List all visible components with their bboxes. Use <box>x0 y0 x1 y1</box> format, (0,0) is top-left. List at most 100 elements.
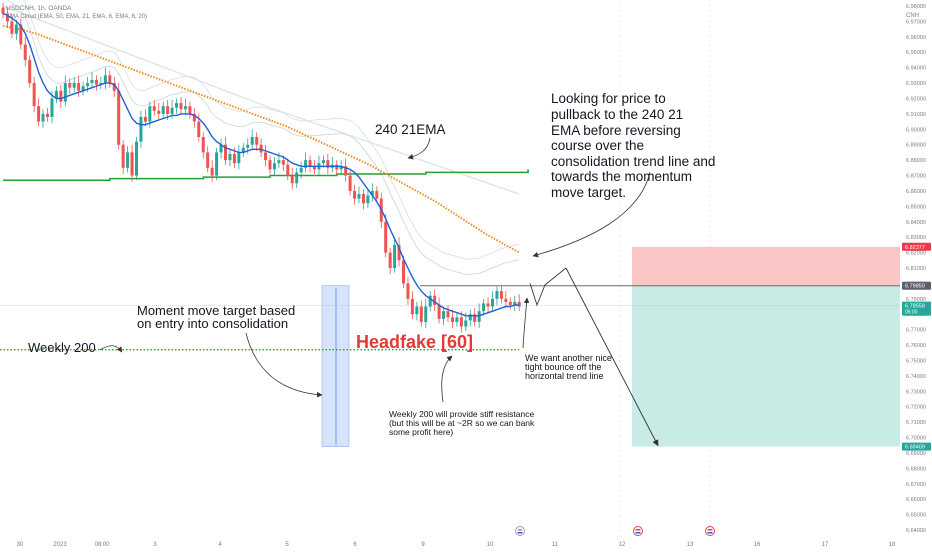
arrow-weekly <box>99 345 123 353</box>
candle <box>81 81 85 96</box>
stop-loss-zone <box>632 246 900 286</box>
candle <box>179 96 183 114</box>
currency-label: CNH <box>906 13 919 19</box>
price-tick: 6.93000 <box>906 81 926 87</box>
price-badge-current-time: 06:00 <box>905 310 918 316</box>
candle-body <box>183 106 187 110</box>
candle <box>139 110 143 148</box>
projection-path <box>529 267 567 307</box>
candle-body <box>508 301 512 305</box>
candle <box>281 155 285 171</box>
price-tick: 6.89000 <box>906 143 926 149</box>
candle <box>286 158 290 181</box>
event-flag-ring <box>515 526 525 536</box>
candle-body <box>152 106 156 111</box>
price-tick: 6.98000 <box>906 4 926 10</box>
candle-body <box>23 44 27 60</box>
candle-body <box>406 283 410 299</box>
price-tick: 6.76000 <box>906 343 926 349</box>
weekly-200-label: Weekly 200 <box>28 340 96 355</box>
candle <box>46 107 49 122</box>
time-tick: 08:00 <box>94 542 110 548</box>
price-tick: 6.82000 <box>906 251 926 257</box>
candle <box>473 308 477 327</box>
headfake-label: Headfake [60] <box>356 332 473 352</box>
candle-body <box>130 152 134 176</box>
candle-body <box>459 317 463 327</box>
candle <box>103 67 107 90</box>
candle <box>143 109 147 127</box>
candle <box>90 72 94 88</box>
candle <box>313 160 316 174</box>
time-tick: 4 <box>218 542 222 548</box>
candle-body <box>361 194 365 204</box>
candle <box>206 146 210 173</box>
candle-body <box>344 166 348 176</box>
event-flag-icon <box>705 526 715 536</box>
annotation-bounce: We want another nice tight bounce off th… <box>525 353 612 381</box>
candle-body <box>121 144 125 168</box>
price-tick: 6.71000 <box>906 420 926 426</box>
price-tick: 6.90000 <box>906 127 926 133</box>
time-tick: 2023 <box>53 542 67 548</box>
candle-body <box>81 86 85 91</box>
candle <box>237 144 241 170</box>
price-tick: 6.64000 <box>906 528 926 534</box>
time-axis[interactable] <box>0 537 932 550</box>
candle-body <box>232 153 236 164</box>
candle-body <box>313 166 316 170</box>
candle <box>433 289 437 312</box>
candle <box>228 149 232 167</box>
candle-body <box>433 295 437 305</box>
candle <box>344 158 348 182</box>
candle <box>14 19 18 40</box>
weekly-ema-line <box>2 5 520 195</box>
candle <box>482 298 486 316</box>
candle <box>250 129 254 150</box>
event-flag-ring <box>633 526 643 536</box>
price-tick: 6.68000 <box>906 466 926 472</box>
price-tick: 6.72000 <box>906 405 926 411</box>
candle <box>188 101 192 119</box>
ema-cloud-upper <box>6 0 520 275</box>
candle-body <box>1 7 5 14</box>
price-tick: 6.86000 <box>906 189 926 195</box>
ema-240-21-line <box>2 25 520 254</box>
candle <box>388 247 392 275</box>
candle <box>437 297 441 324</box>
annotation-moment: Moment move target based on entry into c… <box>137 303 295 331</box>
note-looking-6: towards the momentum <box>551 169 692 184</box>
candle <box>272 157 276 176</box>
candle-body <box>14 24 18 34</box>
candle <box>59 84 63 108</box>
candle <box>402 255 405 289</box>
candle <box>370 183 374 202</box>
candle <box>126 146 130 173</box>
candle-body <box>468 314 472 321</box>
candle <box>446 304 450 322</box>
time-tick: 18 <box>889 542 896 548</box>
time-axis-ticks: 30 2023 08:00 3 4 5 6 9 10 11 12 13 16 17 18 <box>17 542 896 548</box>
candle-body <box>175 103 179 108</box>
event-flag-icon <box>515 526 525 536</box>
note-looking-7: move target. <box>551 185 626 200</box>
candle-body <box>299 167 303 173</box>
candle-body <box>410 298 414 315</box>
candle-body <box>224 144 227 161</box>
candle <box>94 75 98 91</box>
candle-body <box>241 147 245 153</box>
time-tick: 17 <box>822 542 829 548</box>
price-tick: 6.92000 <box>906 97 926 103</box>
candle-body <box>428 295 432 307</box>
time-tick: 13 <box>687 542 694 548</box>
time-tick: 30 <box>17 542 24 548</box>
price-axis[interactable] <box>900 0 932 550</box>
candle <box>28 55 32 88</box>
candle-body <box>94 79 98 85</box>
candle-body <box>442 311 446 319</box>
candle-body <box>143 116 147 122</box>
momentum-measure-box <box>321 285 350 447</box>
candle <box>241 143 245 158</box>
candle <box>5 7 9 28</box>
